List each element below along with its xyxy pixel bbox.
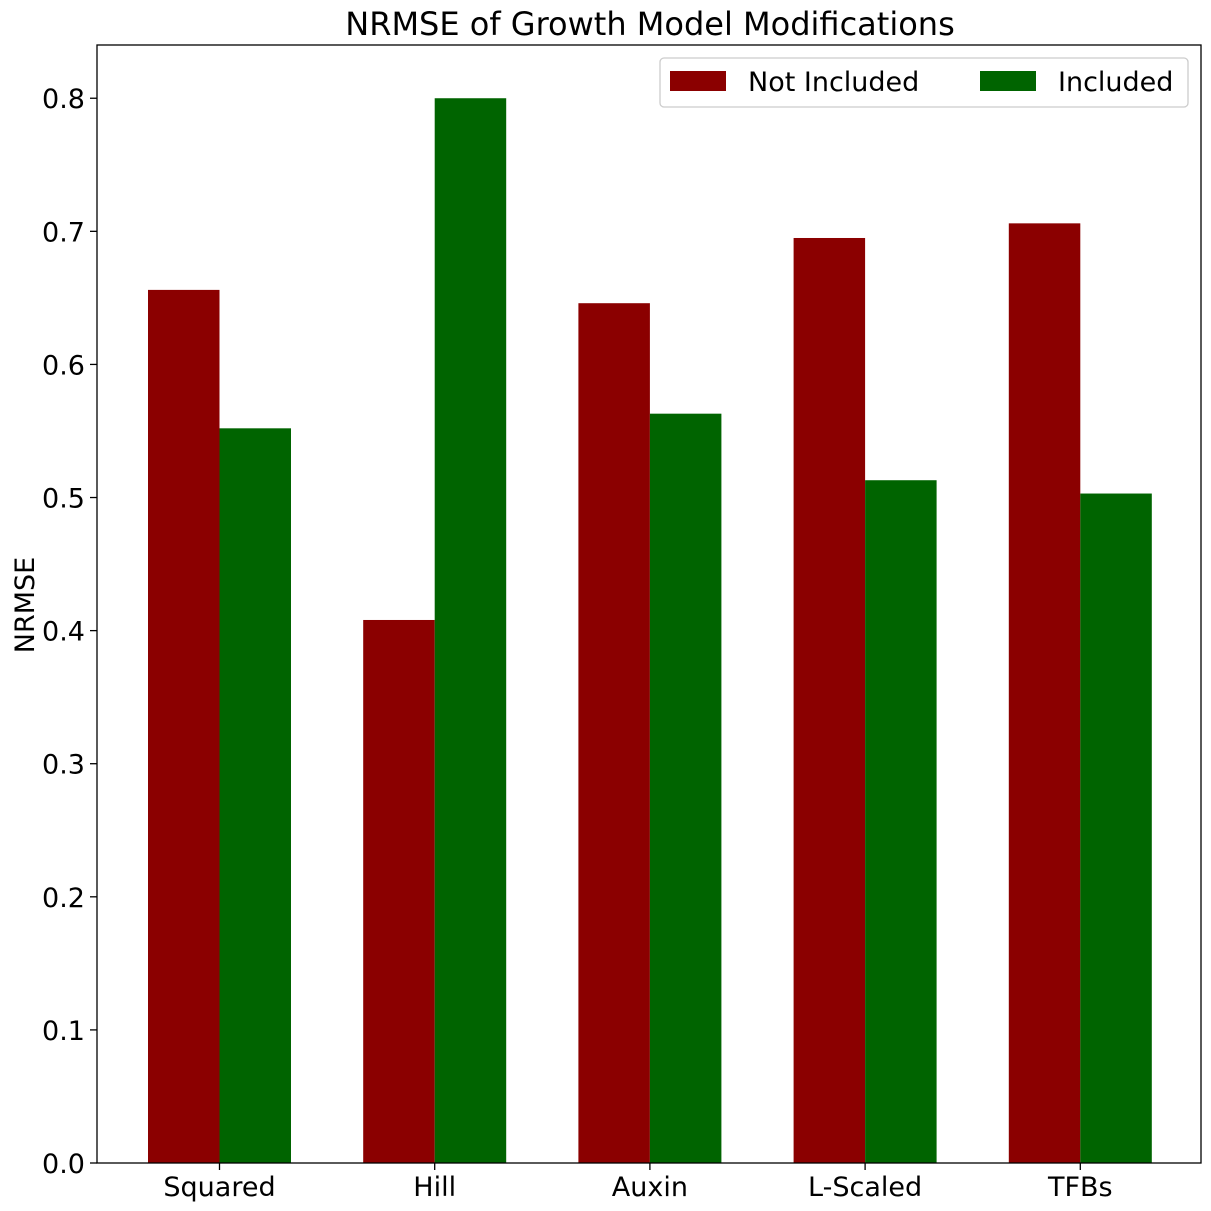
legend-label-not-included: Not Included xyxy=(748,67,919,98)
y-tick-label: 0.4 xyxy=(42,617,85,648)
legend-box xyxy=(659,57,1189,108)
y-tick-label: 0.5 xyxy=(42,484,85,515)
y-axis-label: NRMSE xyxy=(10,557,41,653)
bar-tfbs-not-included xyxy=(1008,223,1081,1163)
bar-squared-included xyxy=(219,428,291,1163)
y-tick-label: 0.0 xyxy=(42,1149,85,1180)
legend: Not Included Included xyxy=(659,57,1189,108)
bar-tfbs-included xyxy=(1080,493,1152,1163)
bars-group xyxy=(148,98,1152,1164)
plot-area-frame xyxy=(96,44,1202,1164)
x-tick-label: Squared xyxy=(163,1172,275,1203)
bar-squared-not-included xyxy=(148,289,220,1163)
x-tick-label: Hill xyxy=(413,1172,456,1203)
y-tick-label: 0.7 xyxy=(42,217,85,248)
bar-l-scaled-included xyxy=(865,480,937,1163)
y-tick-label: 0.2 xyxy=(42,883,85,914)
bar-auxin-included xyxy=(649,413,722,1163)
legend-label-included: Included xyxy=(1058,67,1173,98)
y-tick-label: 0.6 xyxy=(42,350,85,381)
x-tick-label: L-Scaled xyxy=(808,1172,922,1203)
bar-hill-not-included xyxy=(363,619,435,1163)
y-tick-label: 0.8 xyxy=(42,84,85,115)
y-axis-ticks: 0.0 0.1 0.2 0.3 0.4 0.5 0.6 0.7 0.8 xyxy=(42,84,97,1180)
bar-auxin-not-included xyxy=(578,303,650,1163)
x-tick-label: TFBs xyxy=(1047,1172,1113,1203)
bar-l-scaled-not-included xyxy=(793,237,866,1163)
x-axis-ticks: Squared Hill Auxin L-Scaled TFBs xyxy=(163,1163,1113,1203)
y-tick-label: 0.1 xyxy=(42,1016,85,1047)
x-tick-label: Auxin xyxy=(612,1172,688,1203)
legend-swatch-included xyxy=(980,71,1036,91)
y-tick-label: 0.3 xyxy=(42,750,85,781)
bar-hill-included xyxy=(434,98,507,1164)
chart-title: NRMSE of Growth Model Modifications xyxy=(345,5,954,43)
legend-swatch-not-included xyxy=(670,71,726,91)
